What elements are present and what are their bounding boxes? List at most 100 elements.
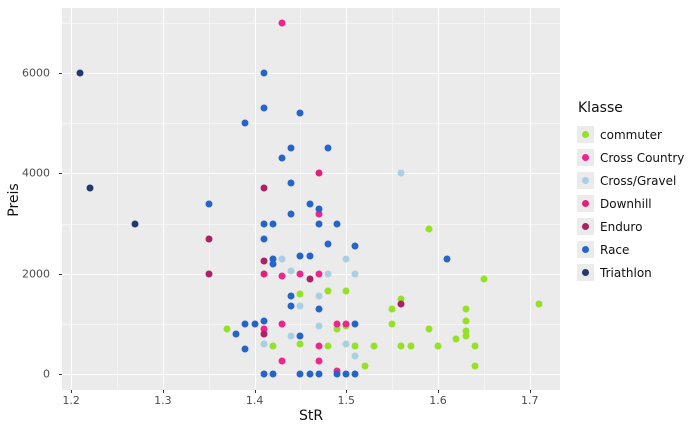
x-tick-mark (346, 390, 348, 393)
x-tick-label: 1.3 (154, 394, 172, 407)
data-point (388, 305, 396, 313)
data-point (287, 332, 295, 340)
data-point (287, 144, 295, 152)
gridline-major-x (529, 8, 531, 390)
data-point (315, 220, 323, 228)
data-point (535, 300, 543, 308)
x-tick-mark (529, 390, 531, 393)
y-axis-title: Preis (6, 183, 22, 217)
gridline-major-x (162, 8, 164, 390)
data-point (315, 305, 323, 313)
legend-item-label: Cross/Gravel (600, 173, 677, 188)
data-point (241, 320, 249, 328)
data-point (452, 335, 460, 343)
legend-key-swatch (577, 264, 594, 281)
data-point (351, 342, 359, 350)
gridline-minor-x (392, 8, 394, 390)
gridline-minor-x (483, 8, 485, 390)
data-point (315, 357, 323, 365)
legend-dot-icon (582, 177, 589, 184)
data-point (315, 205, 323, 213)
gridline-minor-x (300, 8, 302, 390)
y-tick-mark (59, 373, 62, 375)
gridline-minor-x (208, 8, 210, 390)
data-point (315, 342, 323, 350)
gridline-major-y (62, 73, 560, 75)
legend-items: commuter Cross Country Cross/Gravel Downhil… (577, 126, 699, 281)
data-point (315, 270, 323, 278)
data-point (260, 69, 268, 77)
gridline-major-x (438, 8, 440, 390)
legend-dot-icon (582, 246, 589, 253)
legend-key-swatch (577, 172, 594, 189)
data-point (205, 270, 213, 278)
data-point (296, 340, 304, 348)
legend-item-label: Downhill (600, 196, 652, 211)
data-point (251, 320, 259, 328)
gridline-minor-y (62, 223, 560, 225)
data-point (131, 220, 139, 228)
data-point (324, 270, 332, 278)
data-point (333, 370, 341, 378)
data-point (278, 272, 286, 280)
data-point (351, 352, 359, 360)
data-point (397, 342, 405, 350)
data-point (260, 104, 268, 112)
data-point (269, 260, 277, 268)
legend-key-swatch (577, 195, 594, 212)
data-point (269, 220, 277, 228)
data-point (351, 370, 359, 378)
gridline-minor-y (62, 123, 560, 125)
x-tick-mark (162, 390, 164, 393)
data-point (278, 357, 286, 365)
legend-item: Cross Country (577, 149, 699, 166)
data-point (324, 287, 332, 295)
data-point (260, 184, 268, 192)
data-point (269, 342, 277, 350)
legend-key-swatch (577, 126, 594, 143)
data-point (324, 144, 332, 152)
data-point (462, 332, 470, 340)
data-point (324, 240, 332, 248)
legend-item: Enduro (577, 218, 699, 235)
x-tick-mark (71, 390, 73, 393)
data-point (296, 302, 304, 310)
data-point (351, 242, 359, 250)
legend-item: Race (577, 241, 699, 258)
data-point (370, 342, 378, 350)
x-tick-label: 1.2 (62, 394, 80, 407)
plot-panel (62, 8, 560, 390)
data-point (296, 332, 304, 340)
data-point (351, 320, 359, 328)
x-axis-tick-labels: 1.2 1.3 1.4 1.5 1.6 1.7 (62, 394, 560, 408)
data-point (315, 210, 323, 218)
data-point (260, 270, 268, 278)
y-axis-tick-labels: 0 2000 4000 6000 (0, 8, 56, 390)
data-point (361, 362, 369, 370)
data-point (397, 300, 405, 308)
data-point (306, 200, 314, 207)
gridline-major-x (71, 8, 73, 390)
y-axis-tickmarks (59, 8, 62, 390)
data-point (342, 340, 350, 348)
data-point (480, 275, 488, 283)
data-point (333, 220, 341, 228)
data-point (232, 330, 240, 338)
gridline-major-y (62, 173, 560, 175)
data-point (342, 370, 350, 378)
data-point (269, 370, 277, 378)
data-point (223, 325, 231, 333)
x-tick-label: 1.7 (520, 394, 539, 407)
data-point (287, 302, 295, 310)
data-point (407, 342, 414, 350)
data-point (462, 317, 470, 325)
data-point (462, 305, 470, 313)
data-point (287, 210, 295, 218)
gridline-minor-y (62, 23, 560, 25)
y-tick-label: 6000 (22, 66, 50, 80)
y-tick-mark (59, 73, 62, 75)
data-point (296, 109, 304, 117)
data-point (260, 235, 268, 243)
data-point (241, 119, 249, 127)
